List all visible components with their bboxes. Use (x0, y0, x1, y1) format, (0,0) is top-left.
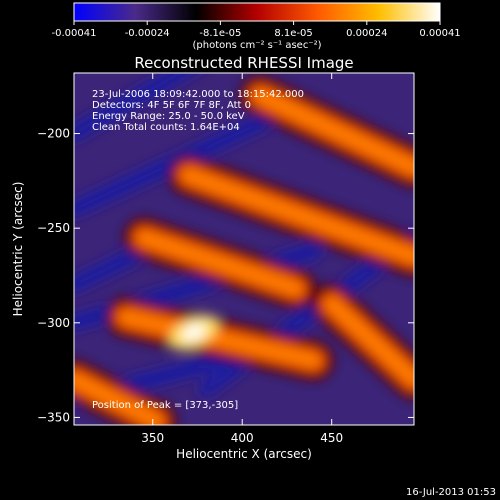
y-tick-label: −300 (37, 316, 70, 330)
x-tick-label: 450 (320, 431, 343, 445)
y-tick-label: −200 (37, 127, 70, 141)
plot-timestamp: 16-Jul-2013 01:53 (406, 487, 496, 498)
colorbar-tick-label: -8.1e-05 (199, 28, 241, 39)
y-axis-label: Heliocentric Y (arcsec) (11, 182, 25, 317)
x-axis-label: Heliocentric X (arcsec) (176, 447, 312, 461)
colorbar-tick-label: 0.00041 (419, 28, 460, 39)
observation-annotations: 23-Jul-2006 18:09:42.000 to 18:15:42.000… (92, 89, 304, 133)
chart-title: Reconstructed RHESSI Image (134, 54, 353, 72)
plot-frame (73, 72, 415, 426)
emission-band-core (74, 370, 166, 425)
emission-bands (74, 73, 414, 425)
x-tick-label: 400 (231, 431, 254, 445)
colorbar-tick-label: 8.1e-05 (274, 28, 312, 39)
emission-band-core (179, 166, 414, 266)
emission-band-core (251, 86, 414, 177)
negative-band (74, 242, 152, 293)
y-tick-label: −350 (37, 410, 70, 424)
colorbar-tick-label: -0.00024 (125, 28, 170, 39)
y-axis-ticks: −200 −250 −300 −350 (37, 127, 414, 424)
emission-band-core (116, 308, 323, 370)
x-axis-ticks: 350 400 450 (141, 73, 343, 445)
annotation-line: 23-Jul-2006 18:09:42.000 to 18:15:42.000 (92, 89, 304, 100)
y-tick-label: −250 (37, 221, 70, 235)
annotation-line: Clean Total counts: 1.64E+04 (92, 122, 240, 133)
emission-band-core (322, 294, 414, 389)
x-tick-label: 350 (141, 431, 164, 445)
colorbar-tick-label: -0.00041 (52, 28, 97, 39)
peak-position-label: Position of Peak = [373,-305] (92, 400, 238, 411)
emission-band-core (134, 228, 305, 298)
annotation-line: Detectors: 4F 5F 6F 7F 8F, Att 0 (92, 100, 251, 111)
colorbar-ticks: -0.00041 -0.00024 -8.1e-05 8.1e-05 0.00024 0.… (52, 21, 461, 39)
annotation-line: Energy Range: 25.0 - 50.0 keV (92, 111, 245, 122)
colorbar-units: (photons cm⁻² s⁻¹ asec⁻²) (192, 40, 321, 51)
negative-band (74, 73, 197, 142)
colorbar-tick-label: 0.00024 (346, 28, 387, 39)
colorbar (73, 2, 441, 22)
peak-core (182, 324, 206, 341)
